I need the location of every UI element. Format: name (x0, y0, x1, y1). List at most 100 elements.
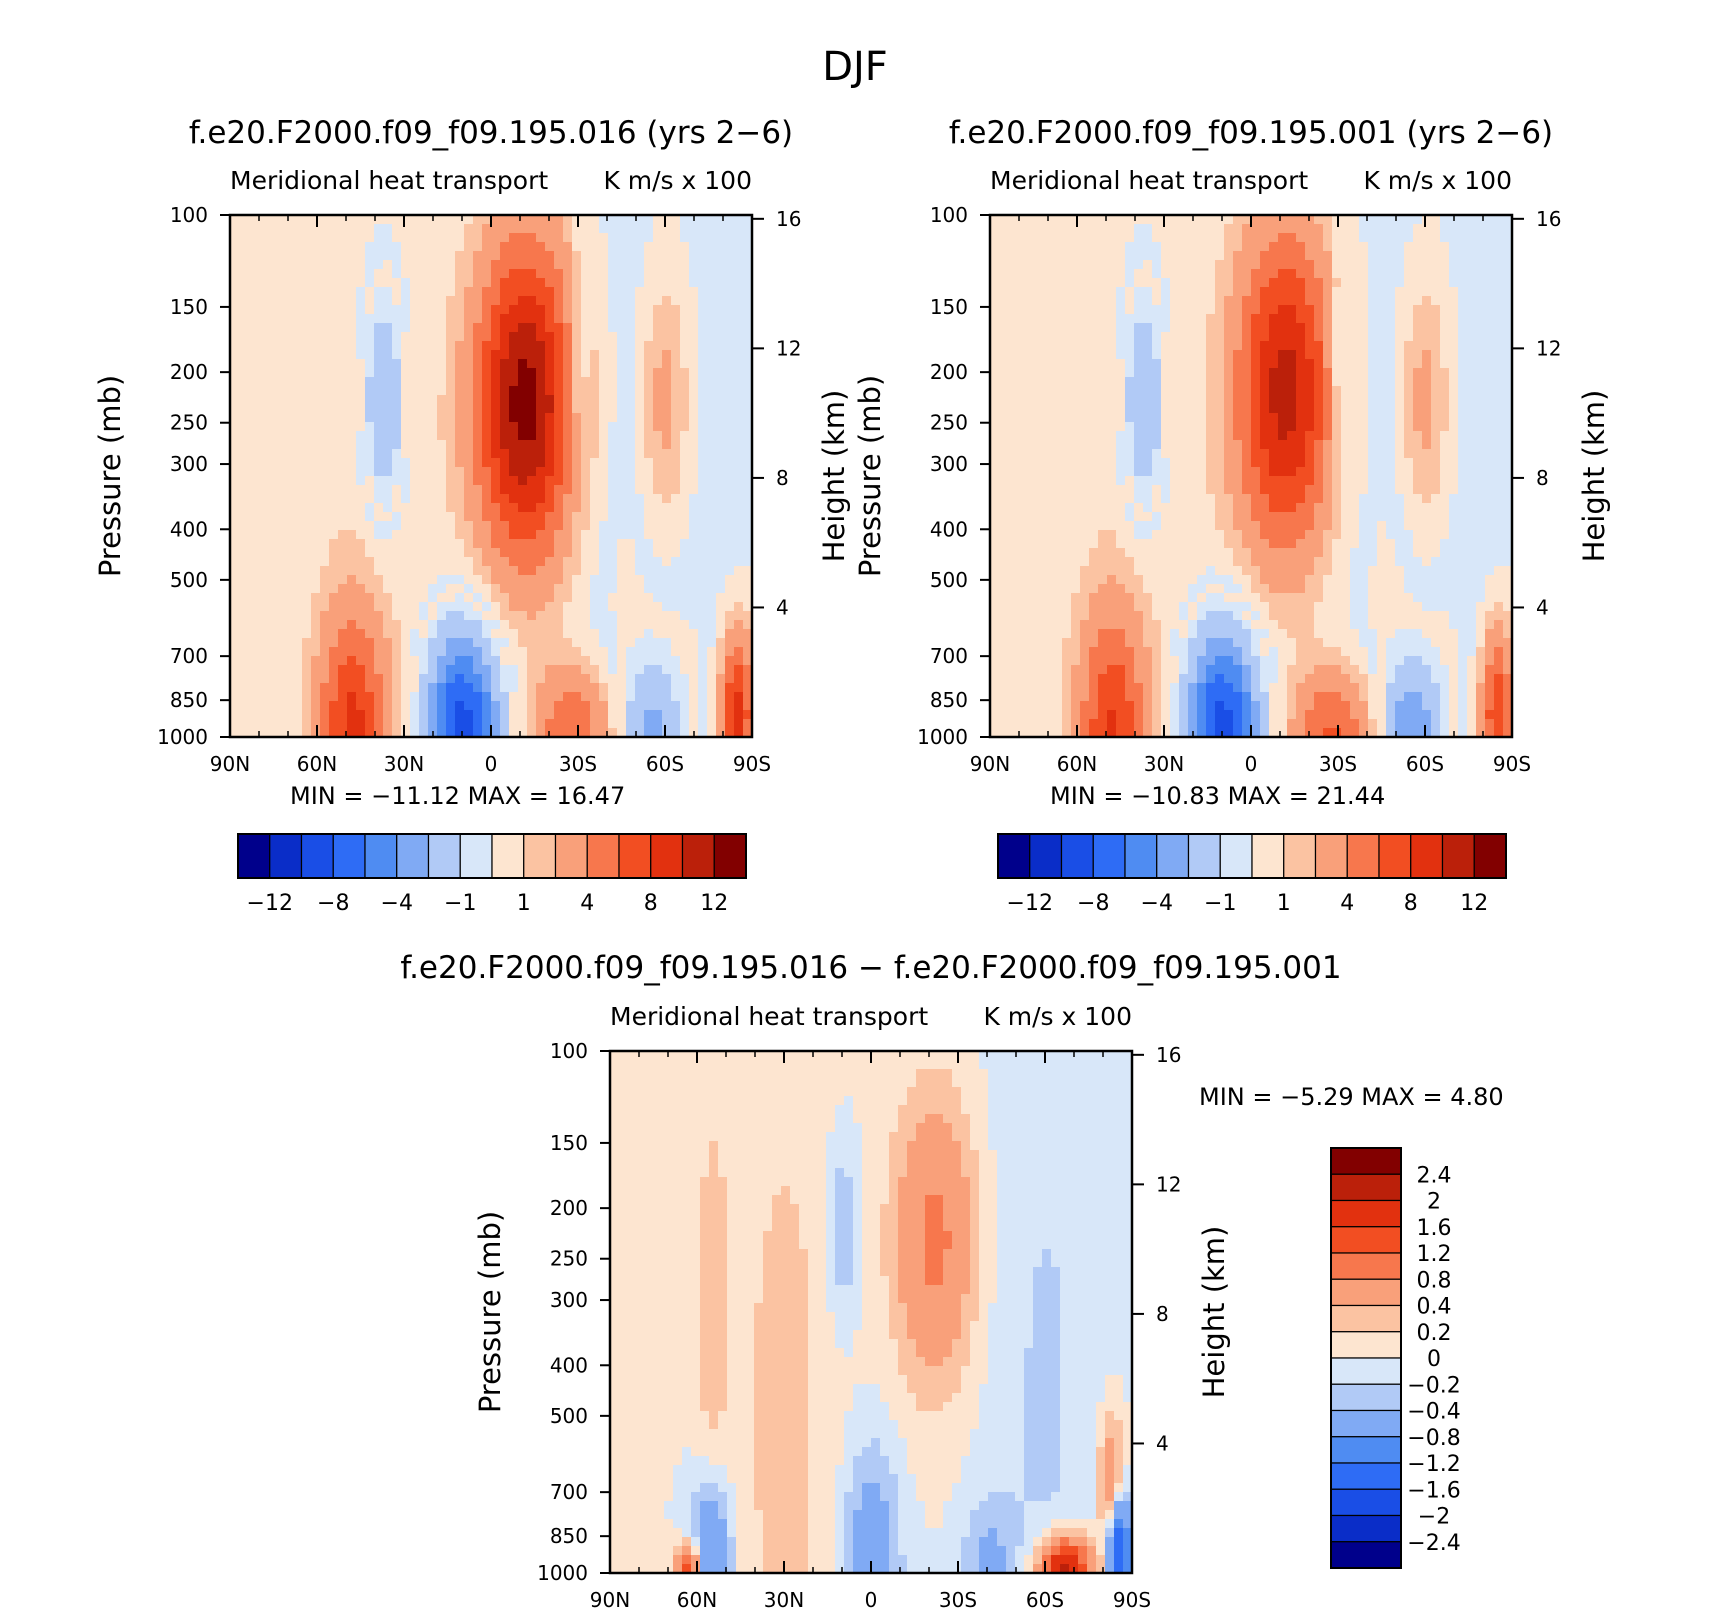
field-cell (990, 296, 1000, 306)
field-cell (1332, 260, 1342, 270)
field-cell (1098, 323, 1108, 333)
field-cell (563, 665, 573, 675)
field-cell (1116, 224, 1126, 234)
field-cell (563, 683, 573, 693)
field-cell (689, 386, 699, 396)
field-cell (1431, 242, 1441, 252)
field-cell (653, 710, 663, 720)
field-cell (257, 710, 267, 720)
field-cell (437, 242, 447, 252)
field-cell (1143, 260, 1153, 270)
field-cell (266, 404, 276, 414)
field-cell (599, 593, 609, 603)
field-cell (743, 629, 753, 639)
field-cell (464, 431, 474, 441)
field-cell (698, 296, 708, 306)
field-cell (1026, 314, 1036, 324)
field-cell (1008, 296, 1018, 306)
field-cell (1287, 278, 1297, 288)
field-cell (509, 440, 519, 450)
field-cell (419, 377, 429, 387)
field-cell (509, 368, 519, 378)
field-cell (1260, 296, 1270, 306)
field-cell (725, 521, 735, 531)
field-cell (1035, 305, 1045, 315)
field-cell (662, 323, 672, 333)
field-cell (374, 692, 384, 702)
field-cell (464, 422, 474, 432)
field-cell (1053, 278, 1063, 288)
field-cell (1287, 251, 1297, 261)
field-cell (428, 701, 438, 711)
field-cell (1494, 386, 1504, 396)
field-cell (1350, 251, 1360, 261)
field-cell (1368, 341, 1378, 351)
field-cell (554, 260, 564, 270)
field-cell (527, 674, 537, 684)
field-cell (1341, 377, 1351, 387)
field-cell (590, 566, 600, 576)
field-cell (1323, 431, 1333, 441)
field-cell (1188, 314, 1198, 324)
field-cell (1026, 386, 1036, 396)
field-cell (428, 269, 438, 279)
field-cell (410, 557, 420, 567)
field-cell (1152, 413, 1162, 423)
field-cell (1044, 377, 1054, 387)
field-cell (1431, 395, 1441, 405)
field-cell (1089, 395, 1099, 405)
field-cell (1143, 242, 1153, 252)
field-cell (365, 548, 375, 558)
field-cell (1503, 224, 1513, 234)
field-cell (527, 440, 537, 450)
field-cell (1359, 278, 1369, 288)
field-cell (482, 485, 492, 495)
field-cell (1359, 395, 1369, 405)
field-cell (1296, 386, 1306, 396)
field-cell (572, 701, 582, 711)
field-cell (635, 647, 645, 657)
field-cell (1098, 278, 1108, 288)
field-cell (473, 314, 483, 324)
field-cell (473, 683, 483, 693)
field-cell (1413, 332, 1423, 342)
field-cell (1323, 314, 1333, 324)
field-cell (671, 233, 681, 243)
field-cell (1494, 305, 1504, 315)
field-cell (635, 215, 645, 225)
field-cell (680, 593, 690, 603)
field-cell (410, 665, 420, 675)
field-cell (1305, 359, 1315, 369)
field-cell (743, 611, 753, 621)
field-cell (1404, 305, 1414, 315)
field-cell (653, 296, 663, 306)
field-cell (1026, 377, 1036, 387)
field-cell (248, 386, 258, 396)
field-cell (617, 314, 627, 324)
field-cell (257, 422, 267, 432)
field-cell (329, 431, 339, 441)
field-cell (1152, 314, 1162, 324)
field-cell (725, 404, 735, 414)
field-cell (257, 323, 267, 333)
field-cell (1458, 359, 1468, 369)
field-cell (1107, 359, 1117, 369)
field-cell (608, 548, 618, 558)
field-cell (1260, 341, 1270, 351)
field-cell (473, 332, 483, 342)
field-cell (680, 422, 690, 432)
field-cell (1026, 341, 1036, 351)
field-cell (446, 215, 456, 225)
field-cell (590, 413, 600, 423)
field-cell (1188, 395, 1198, 405)
field-cell (554, 368, 564, 378)
field-cell (338, 593, 348, 603)
field-cell (1233, 269, 1243, 279)
field-cell (338, 530, 348, 540)
field-cell (554, 359, 564, 369)
field-cell (419, 314, 429, 324)
field-cell (698, 224, 708, 234)
field-cell (635, 557, 645, 567)
field-cell (464, 494, 474, 504)
